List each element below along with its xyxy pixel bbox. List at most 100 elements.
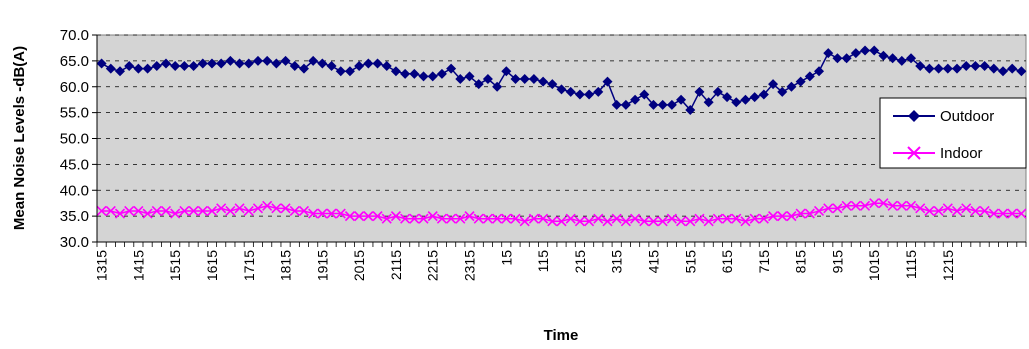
legend-indoor-marker [907, 146, 921, 160]
data-point-outdoor [418, 71, 429, 82]
data-point-indoor [749, 213, 760, 224]
data-point-indoor [243, 205, 254, 217]
x-tick-label: 215 [572, 250, 588, 274]
data-point-indoor [823, 203, 834, 214]
data-point-indoor [216, 203, 227, 214]
data-point-outdoor [924, 63, 935, 74]
x-tick-label: 1815 [278, 250, 294, 281]
data-point-indoor [731, 213, 742, 224]
data-point-indoor [170, 208, 181, 219]
data-point-indoor [924, 205, 935, 217]
data-point-indoor [179, 205, 190, 217]
data-point-indoor [832, 203, 843, 214]
data-point-outdoor [354, 61, 365, 72]
data-point-indoor [427, 211, 438, 222]
data-point-outdoor [630, 94, 641, 105]
data-point-indoor [206, 205, 218, 217]
data-point-outdoor [952, 63, 963, 74]
data-point-outdoor [262, 55, 273, 66]
data-point-indoor [400, 213, 411, 224]
series-outdoor [96, 45, 1027, 116]
data-point-indoor [611, 213, 622, 224]
legend-outdoor-marker [908, 110, 920, 122]
data-point-indoor [409, 213, 420, 224]
data-point-indoor [473, 213, 484, 224]
data-point-indoor [105, 205, 116, 217]
data-point-outdoor [390, 66, 401, 77]
data-point-indoor [721, 213, 733, 224]
x-tick-label: 615 [719, 250, 735, 274]
data-point-indoor [703, 216, 714, 227]
x-axis-ticks: 1315 1415 1515 1615 1715 1815 1915 2015 2115 2215… [94, 242, 1027, 281]
data-point-outdoor [841, 53, 852, 64]
x-tick-label: 2215 [425, 250, 441, 281]
data-point-indoor [878, 198, 889, 209]
data-point-outdoor [216, 58, 227, 69]
gridlines [97, 34, 1026, 217]
data-point-indoor [528, 213, 539, 224]
data-point-indoor [905, 200, 917, 211]
data-point-indoor [317, 208, 328, 219]
x-tick-label: 1115 [903, 250, 919, 279]
data-point-indoor [685, 216, 696, 227]
legend-box [879, 97, 1027, 169]
data-point-indoor [298, 205, 310, 217]
x-tick-label: 1315 [94, 250, 110, 281]
data-point-outdoor [381, 61, 392, 72]
data-point-indoor [446, 213, 457, 224]
x-tick-label: 15 [498, 250, 514, 266]
legend-outdoor-label: Outdoor [940, 108, 994, 125]
data-point-outdoor [519, 73, 530, 84]
data-point-outdoor [528, 73, 539, 84]
y-tick-label: 45.0 [60, 156, 89, 173]
data-point-outdoor [731, 97, 742, 108]
data-point-outdoor [961, 61, 972, 72]
data-point-indoor [289, 205, 300, 217]
data-point-indoor [869, 198, 880, 209]
data-point-outdoor [869, 45, 880, 56]
data-point-outdoor [455, 73, 466, 84]
data-point-outdoor [786, 81, 797, 92]
data-point-indoor [418, 213, 429, 224]
data-point-indoor [1016, 208, 1027, 219]
data-point-indoor [666, 213, 677, 224]
y-axis-ticks: 30.0 35.0 40.0 45.0 50.0 55.0 60.0 65.0 70.0 [60, 27, 97, 251]
data-point-outdoor [252, 55, 263, 66]
data-point-indoor [630, 213, 641, 224]
data-point-outdoor [887, 53, 898, 64]
y-axis-title: Mean Noise Levels -dB(A) [11, 46, 28, 230]
data-point-indoor [556, 216, 567, 227]
data-point-indoor [786, 211, 797, 222]
data-point-outdoor [574, 89, 585, 100]
data-point-outdoor [372, 58, 383, 69]
series-layer [96, 45, 1027, 227]
data-point-indoor [896, 200, 907, 211]
data-point-indoor [372, 211, 383, 222]
legend: Outdoor Indoor [879, 97, 1027, 169]
data-point-outdoor [620, 99, 631, 110]
data-point-indoor [915, 203, 926, 214]
data-point-indoor [188, 205, 199, 217]
data-point-outdoor [804, 71, 815, 82]
data-point-outdoor [676, 94, 687, 105]
data-point-outdoor [105, 63, 116, 74]
data-point-outdoor [749, 92, 760, 103]
data-point-indoor [133, 205, 144, 217]
x-tick-label: 815 [793, 250, 809, 274]
series-indoor [96, 198, 1027, 227]
data-point-indoor [942, 203, 953, 214]
data-point-indoor [841, 200, 852, 211]
y-tick-label: 55.0 [60, 105, 89, 122]
data-point-outdoor [565, 86, 576, 97]
data-point-outdoor [602, 76, 613, 87]
data-point-indoor [813, 205, 825, 217]
data-point-indoor [639, 216, 650, 227]
x-tick-label: 1015 [866, 250, 882, 281]
data-point-outdoor [243, 58, 254, 69]
data-point-indoor [712, 213, 723, 224]
data-point-indoor [354, 211, 365, 222]
data-point-indoor [961, 203, 972, 214]
y-tick-label: 60.0 [60, 79, 89, 96]
data-point-indoor [501, 213, 512, 224]
data-point-indoor [657, 216, 668, 227]
